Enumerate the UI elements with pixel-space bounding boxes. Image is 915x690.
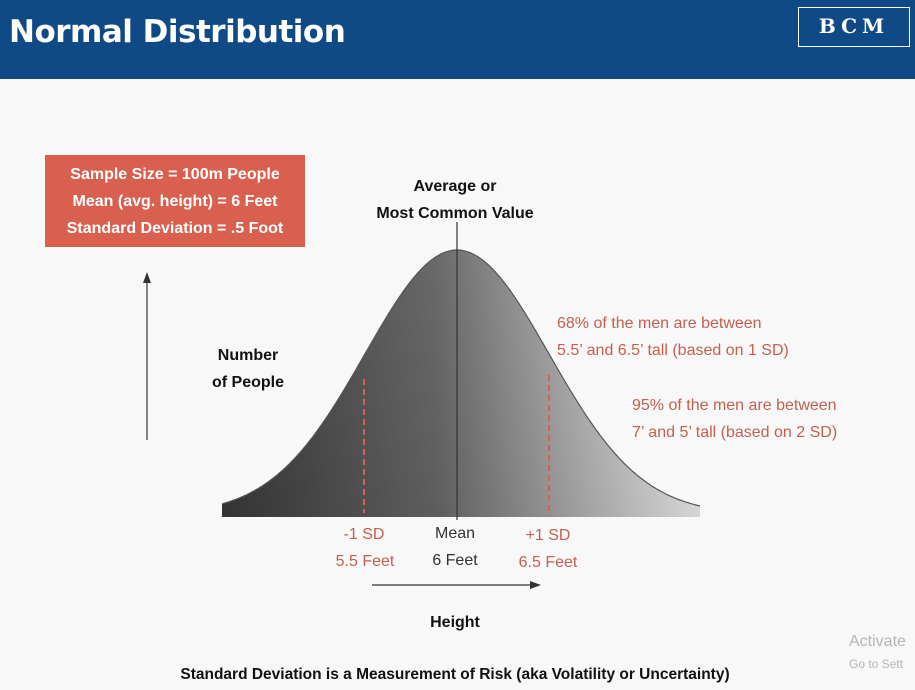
activation-watermark-line2: Go to Sett bbox=[849, 657, 904, 671]
y-axis-label-line1: Number bbox=[217, 347, 279, 364]
y-axis-arrowhead bbox=[143, 272, 151, 283]
header-bar: Normal Distribution BCM bbox=[0, 0, 915, 79]
one-sd-annotation-line1: 68% of the men are between bbox=[557, 315, 762, 332]
two-sd-annotation-line1: 95% of the men are between bbox=[632, 397, 837, 414]
peak-label-line2: Most Common Value bbox=[376, 205, 534, 222]
sample-info-box: Sample Size = 100m People Mean (avg. hei… bbox=[45, 155, 305, 247]
two-sd-annotation-line2: 7’ and 5’ tall (based on 2 SD) bbox=[632, 424, 838, 441]
bcm-logo: BCM bbox=[798, 7, 910, 47]
minus-sd-value: 5.5 Feet bbox=[335, 553, 395, 570]
footer-caption: Standard Deviation is a Measurement of R… bbox=[180, 666, 730, 683]
y-axis-label-line2: of People bbox=[211, 374, 284, 391]
page-title: Normal Distribution bbox=[9, 14, 346, 50]
mean-label: Mean bbox=[434, 525, 476, 542]
minus-sd-label: -1 SD bbox=[343, 526, 385, 543]
std-dev-text: Standard Deviation = .5 Foot bbox=[66, 220, 284, 237]
sample-size-text: Sample Size = 100m People bbox=[70, 166, 280, 183]
mean-value: 6 Feet bbox=[432, 552, 478, 569]
mean-text: Mean (avg. height) = 6 Feet bbox=[72, 193, 278, 210]
one-sd-annotation-line2: 5.5’ and 6.5’ tall (based on 1 SD) bbox=[557, 342, 789, 359]
x-axis-arrowhead bbox=[530, 581, 541, 589]
plus-sd-value: 6.5 Feet bbox=[518, 554, 578, 571]
peak-label-line1: Average or bbox=[413, 178, 497, 195]
bell-curve-shade bbox=[222, 250, 700, 517]
bell-curve-outline bbox=[221, 249, 701, 507]
activation-watermark-line1: Activate bbox=[849, 633, 906, 650]
x-axis-label: Height bbox=[430, 614, 480, 631]
plus-sd-label: +1 SD bbox=[525, 527, 571, 544]
